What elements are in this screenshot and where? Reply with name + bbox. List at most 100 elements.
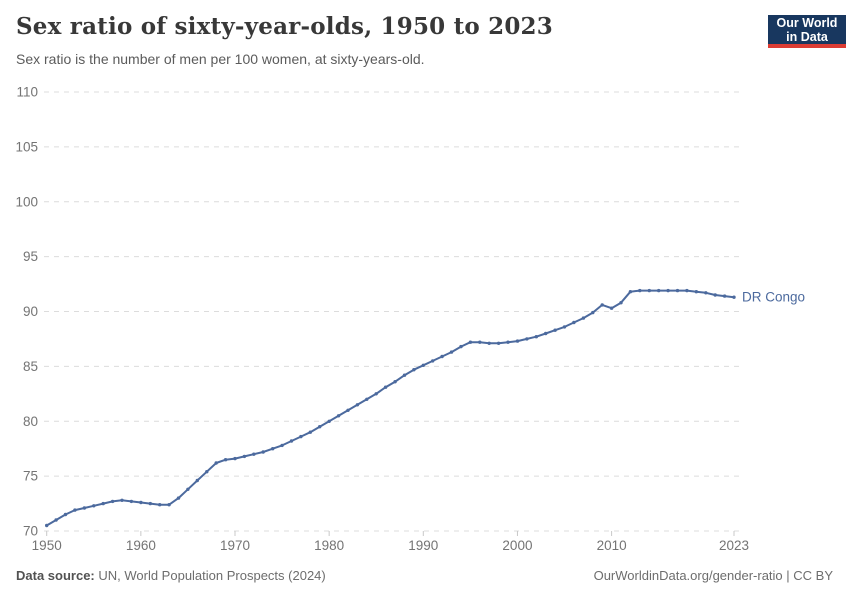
data-point-marker [431,359,435,363]
x-axis-tick-label: 1950 [32,538,62,553]
data-point-marker [261,450,265,454]
data-point-marker [242,454,247,459]
data-point-marker [101,501,105,506]
data-point-marker [110,499,115,504]
data-point-marker [129,499,134,504]
y-axis-tick-label: 70 [23,524,38,539]
data-point-marker [355,403,360,407]
data-point-marker [572,320,576,325]
owid-url-link[interactable]: OurWorldinData.org/gender-ratio | CC BY [593,568,833,583]
page-title: Sex ratio of sixty-year-olds, 1950 to 20… [16,13,553,40]
data-point-marker [478,340,482,344]
data-point-marker [675,288,680,293]
data-point-marker [553,328,557,332]
data-point-marker [308,430,312,434]
y-axis-tick-label: 80 [23,414,38,429]
data-point-marker [647,288,651,293]
y-axis-tick-label: 85 [23,359,38,374]
data-point-marker [732,295,736,299]
data-point-marker [252,452,256,456]
x-axis-tick-label: 2000 [502,538,532,553]
x-axis-tick-label: 1970 [220,538,250,553]
data-point-marker [638,288,642,293]
data-point-marker [544,331,548,336]
owid-logo[interactable]: Our World in Data [768,15,846,48]
y-axis-tick-label: 105 [15,139,38,154]
data-point-marker [440,354,444,359]
data-point-marker [45,523,49,528]
data-point-marker [186,487,190,491]
y-axis-tick-label: 110 [16,85,38,100]
data-point-marker [195,478,199,483]
data-point-marker [421,363,425,367]
data-point-marker [214,461,218,465]
data-point-marker [487,341,491,345]
data-point-marker [280,443,284,448]
data-point-marker [591,310,595,315]
data-point-marker [139,500,143,505]
y-axis-tick-label: 90 [23,304,38,319]
data-point-marker [515,339,520,343]
series-label-dr-congo[interactable]: DR Congo [742,290,805,305]
data-point-marker [459,344,463,349]
x-axis-tick-label: 2010 [597,538,627,553]
data-point-marker [233,456,237,461]
data-point-marker [713,293,717,297]
data-point-marker [657,288,661,293]
data-point-marker [393,380,397,384]
data-point-marker [54,518,58,522]
data-point-marker [318,425,322,429]
data-source-value: UN, World Population Prospects (2024) [94,568,326,583]
x-axis-tick-label: 1960 [126,538,156,553]
y-axis-tick-label: 100 [15,194,38,209]
data-point-marker [496,341,501,345]
data-point-marker [120,498,124,502]
data-point-marker [534,335,538,339]
data-point-marker [158,503,162,507]
data-point-marker [506,340,510,344]
data-point-marker [346,408,350,412]
x-axis-tick-label: 1980 [314,538,344,553]
data-point-marker [365,397,369,401]
data-point-marker [205,470,209,474]
data-point-marker [694,290,698,294]
data-point-marker [600,303,604,307]
y-axis-tick-label: 75 [23,469,38,484]
data-point-marker [383,385,388,389]
data-point-marker [82,506,87,510]
data-point-marker [223,458,228,462]
chart-subtitle: Sex ratio is the number of men per 100 w… [16,51,425,67]
data-point-marker [412,368,416,372]
data-point-marker [722,294,727,298]
owid-logo-line1: Our World [776,16,838,30]
data-point-marker [619,301,623,305]
data-point-marker [628,290,633,294]
data-point-marker [336,414,341,418]
data-point-marker [666,288,670,293]
data-point-marker [148,501,152,506]
data-point-marker [562,325,567,329]
data-point-marker [73,508,77,512]
x-axis-tick-label: 1990 [408,538,438,553]
data-source-label: Data source: [16,568,95,583]
x-axis-tick-label: 2023 [719,538,749,553]
data-point-marker [289,439,294,443]
data-point-marker [449,350,454,354]
data-point-marker [176,496,181,500]
data-point-marker [327,419,331,423]
data-point-marker [609,306,614,310]
data-point-marker [299,434,303,439]
data-point-marker [402,373,407,377]
data-point-marker [468,340,473,344]
data-point-marker [92,504,96,508]
data-point-marker [63,512,68,517]
series-line-dr-congo[interactable] [45,289,735,527]
data-point-marker [685,288,689,293]
data-point-marker [581,316,586,320]
data-point-marker [167,503,171,507]
data-point-marker [374,392,378,396]
data-point-marker [704,291,708,295]
y-axis-tick-label: 95 [23,249,38,264]
